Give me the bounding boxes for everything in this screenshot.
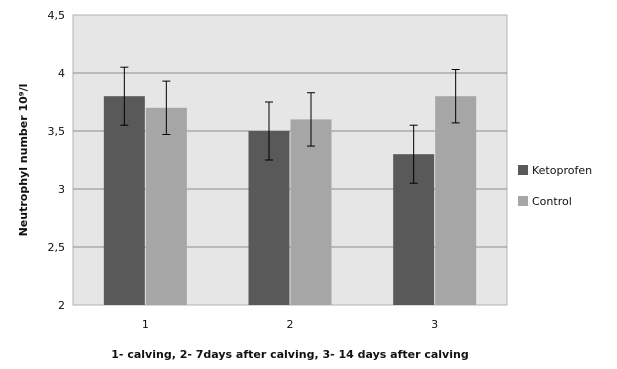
- legend-label-ketoprofen: Ketoprofen: [532, 164, 592, 177]
- error-bars: [120, 66, 460, 184]
- y-axis-ticks: 2 2,5 3 3,5 4 4,5: [48, 9, 66, 312]
- bar-control-2: [290, 119, 332, 306]
- y-tick-label: 4,5: [48, 9, 66, 22]
- x-tick-label: 2: [287, 318, 294, 331]
- x-tick-label: 3: [431, 318, 438, 331]
- plot-area: [72, 14, 508, 306]
- legend-label-control: Control: [532, 195, 572, 208]
- legend-swatch-control: [518, 196, 528, 206]
- gridlines: [73, 72, 507, 248]
- y-tick-label: 3,5: [48, 125, 66, 138]
- x-tick-label: 1: [142, 318, 149, 331]
- bar-control-1: [145, 107, 187, 305]
- x-axis-ticks: 1 2 3: [142, 318, 438, 331]
- y-tick-label: 3: [58, 183, 65, 196]
- y-tick-label: 4: [58, 67, 65, 80]
- bar-ketoprofen-1: [103, 96, 145, 305]
- legend: Ketoprofen Control: [518, 164, 592, 208]
- bar-control-3: [435, 96, 477, 305]
- legend-swatch-ketoprofen: [518, 165, 528, 175]
- y-tick-label: 2,5: [48, 241, 66, 254]
- y-axis-title: Neutrophyl number 10⁹/l: [17, 84, 30, 237]
- y-tick-label: 2: [58, 299, 65, 312]
- x-axis-title: 1- calving, 2- 7days after calving, 3- 1…: [111, 348, 468, 361]
- bars: [103, 96, 477, 306]
